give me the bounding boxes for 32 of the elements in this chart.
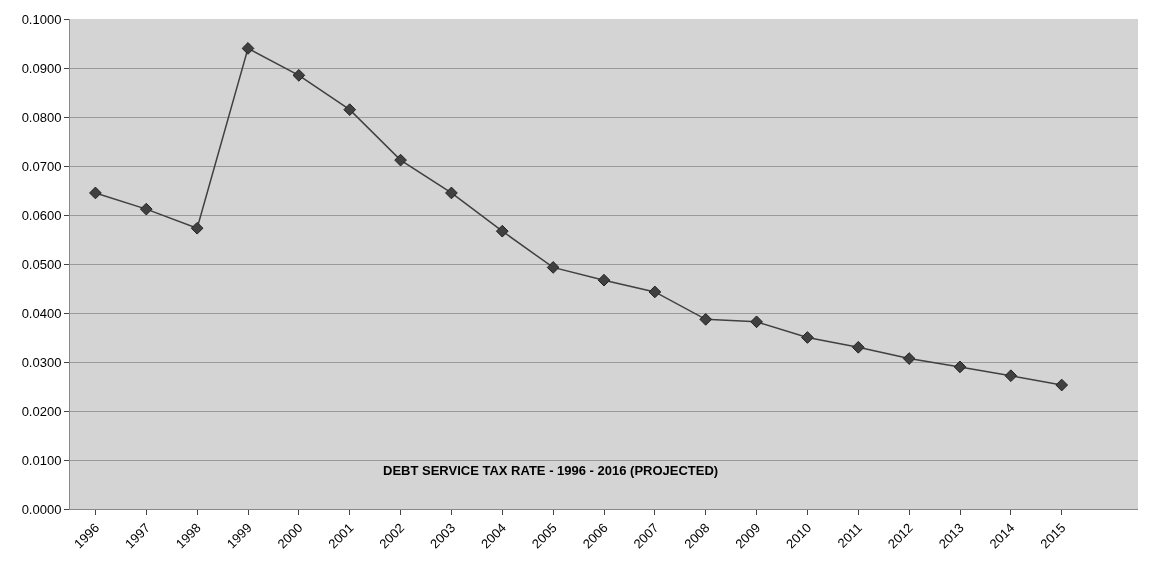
annotation: DEBT SERVICE TAX RATE - 1996 - 2016 (PROJECTED) — [383, 463, 719, 478]
point — [750, 315, 763, 329]
y-tick-label: 0.0900 — [21, 60, 62, 76]
point — [699, 313, 713, 326]
y-tick-label: 0.1000 — [21, 11, 62, 27]
point — [953, 360, 967, 374]
point — [89, 186, 102, 200]
point — [1004, 369, 1018, 383]
point — [343, 103, 357, 116]
point — [292, 69, 306, 82]
y-tick-label: 0.0400 — [21, 305, 62, 321]
point — [597, 273, 611, 287]
point — [445, 186, 458, 200]
y-tick-label: 0.0500 — [21, 256, 62, 272]
point — [801, 331, 814, 344]
y-tick-label: 0.0700 — [21, 158, 62, 174]
point — [902, 352, 916, 365]
point — [190, 221, 204, 235]
y-tick-label: 0.0600 — [21, 207, 62, 223]
y-tick-label: 0.0200 — [21, 403, 62, 419]
y-tick-label: 0.0300 — [21, 354, 62, 370]
y-tick-label: 0.0100 — [21, 452, 62, 468]
point — [851, 340, 865, 354]
y-tick-label: 0.0800 — [21, 109, 62, 125]
point — [241, 42, 255, 55]
y-tick-label: 0.0000 — [21, 501, 62, 517]
point — [495, 224, 509, 238]
point — [394, 153, 407, 167]
point — [546, 261, 560, 274]
point — [1055, 378, 1069, 392]
point — [139, 202, 153, 216]
point — [648, 285, 662, 299]
